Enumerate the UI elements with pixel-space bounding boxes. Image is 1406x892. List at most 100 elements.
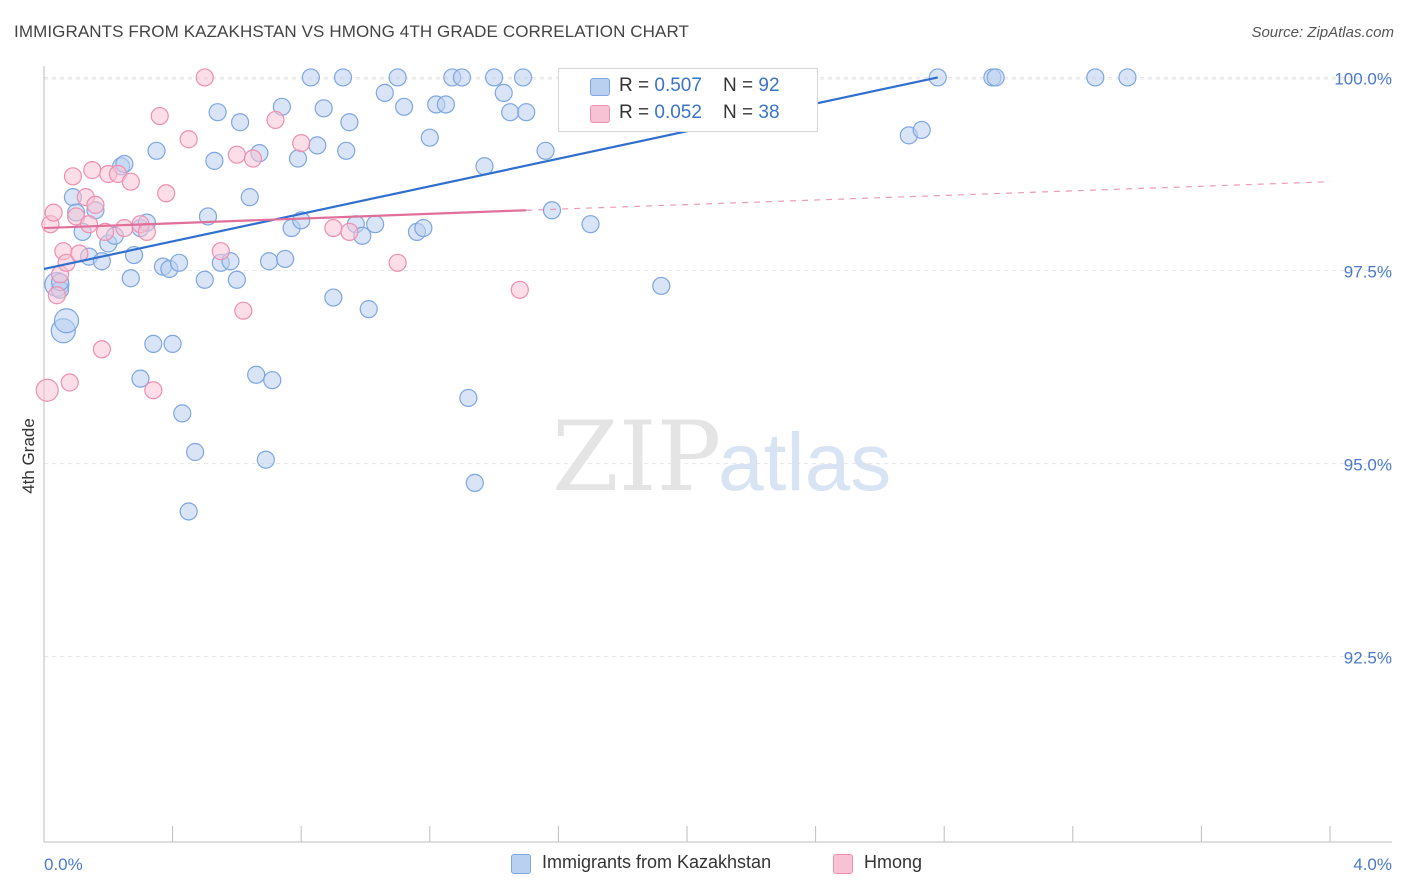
hmong-point bbox=[35, 378, 59, 402]
kazakhstan-point bbox=[1118, 68, 1137, 87]
kazakhstan-point bbox=[414, 218, 433, 238]
kazakhstan-point bbox=[179, 502, 198, 521]
kazakhstan-point bbox=[536, 141, 555, 160]
bottom-legend-swatch-hmong bbox=[833, 854, 853, 874]
tick-labels: 92.5% 95.0% 97.5% 100.0% 0.0% 4.0% bbox=[44, 69, 1392, 874]
chart-source: Source: ZipAtlas.com bbox=[1251, 24, 1394, 41]
kazakhstan-point bbox=[359, 300, 378, 319]
hmong-point bbox=[60, 373, 79, 392]
kazakhstan-point bbox=[501, 103, 520, 122]
kazakhstan-point bbox=[259, 252, 279, 271]
legend-n-value: 38 bbox=[758, 102, 780, 123]
hmong-point bbox=[195, 68, 214, 87]
y-tick-label: 95.0% bbox=[1344, 456, 1392, 475]
hmong-point bbox=[115, 218, 134, 238]
kazakhstan-point bbox=[131, 369, 150, 388]
kazakhstan-point bbox=[394, 97, 414, 116]
kazakhstan-point bbox=[513, 68, 533, 87]
kazakhstan-point bbox=[144, 334, 163, 353]
kazakhstan-point bbox=[256, 450, 275, 469]
bottom-legend-swatch-kazakhstan bbox=[511, 854, 531, 874]
kazakhstan-point bbox=[195, 270, 214, 289]
legend-row-kazakhstan: R = 0.507 N = 92 bbox=[619, 75, 780, 97]
watermark: ZIP atlas bbox=[552, 401, 891, 513]
hmong-point bbox=[266, 110, 285, 130]
hmong-point bbox=[510, 280, 529, 299]
hmong-point bbox=[86, 195, 105, 214]
kazakhstan-point bbox=[366, 215, 385, 234]
kazakhstan-point bbox=[333, 68, 353, 87]
legend-r-label: R = bbox=[619, 75, 655, 96]
hmong-point bbox=[227, 145, 246, 164]
kazakhstan-point bbox=[1086, 68, 1105, 87]
hmong-point bbox=[211, 242, 230, 261]
kazakhstan-point bbox=[375, 83, 394, 102]
legend-r-value: 0.507 bbox=[654, 75, 702, 96]
hmong-point bbox=[179, 130, 198, 149]
y-tick-label: 97.5% bbox=[1344, 263, 1392, 282]
hmong-point bbox=[63, 167, 83, 186]
hmong-point bbox=[340, 222, 359, 242]
y-tick-label: 92.5% bbox=[1344, 649, 1392, 668]
trend-line-hmong bbox=[43, 209, 527, 230]
kazakhstan-point bbox=[205, 151, 224, 170]
kazakhstan-point bbox=[485, 68, 504, 87]
kazakhstan-point bbox=[276, 249, 295, 269]
trend-line-hmong-extension bbox=[526, 181, 1331, 211]
chart-title: IMMIGRANTS FROM KAZAKHSTAN VS HMONG 4TH … bbox=[14, 22, 690, 41]
hmong-point bbox=[234, 301, 253, 320]
y-tick-label: 100.0% bbox=[1334, 69, 1392, 88]
kazakhstan-point bbox=[247, 365, 266, 384]
kazakhstan-point bbox=[388, 68, 407, 87]
hmong-point bbox=[157, 184, 176, 203]
hmong-point bbox=[47, 286, 66, 305]
kazakhstan-point bbox=[337, 141, 356, 160]
hmong-point bbox=[92, 340, 111, 359]
kazakhstan-point bbox=[465, 473, 484, 492]
axes bbox=[43, 66, 1392, 843]
legend-n-label: N = bbox=[723, 102, 759, 123]
kazakhstan-point bbox=[986, 68, 1005, 87]
kazakhstan-point bbox=[324, 288, 343, 307]
kazakhstan-point bbox=[53, 308, 80, 334]
kazakhstan-point bbox=[288, 149, 308, 168]
kazakhstan-point bbox=[420, 128, 439, 147]
kazakhstan-point bbox=[542, 201, 562, 220]
legend-row-hmong: R = 0.052 N = 38 bbox=[619, 102, 780, 124]
bottom-legend-hmong: Hmong bbox=[864, 852, 923, 872]
kazakhstan-point bbox=[240, 188, 259, 207]
kazakhstan-point bbox=[263, 371, 282, 390]
hmong-point bbox=[324, 218, 343, 238]
kazakhstan-point bbox=[186, 442, 205, 462]
hmong-point bbox=[292, 133, 311, 153]
series-hmong-points bbox=[35, 68, 529, 402]
bottom-legend-kazakhstan: Immigrants from Kazakhstan bbox=[542, 852, 772, 872]
kazakhstan-point bbox=[121, 269, 140, 288]
hmong-point bbox=[95, 222, 115, 242]
hmong-point bbox=[388, 253, 407, 272]
kazakhstan-point bbox=[231, 113, 250, 132]
kazakhstan-point bbox=[163, 334, 182, 353]
legend-n-label: N = bbox=[723, 75, 759, 96]
hmong-point bbox=[121, 172, 140, 191]
kazakhstan-point bbox=[198, 207, 218, 226]
kazakhstan-point bbox=[912, 120, 931, 140]
kazakhstan-point bbox=[169, 253, 189, 272]
kazakhstan-point bbox=[459, 388, 478, 408]
hmong-point bbox=[144, 381, 163, 400]
kazakhstan-point bbox=[227, 270, 246, 289]
watermark-atlas: atlas bbox=[718, 417, 891, 508]
watermark-zip: ZIP bbox=[552, 401, 721, 513]
kazakhstan-point bbox=[314, 99, 333, 118]
legend-n-value: 92 bbox=[758, 75, 780, 96]
kazakhstan-point bbox=[147, 141, 166, 160]
kazakhstan-point bbox=[581, 215, 600, 234]
legend-swatch-kazakhstan bbox=[590, 78, 610, 96]
hmong-point bbox=[150, 106, 169, 126]
kazakhstan-point bbox=[340, 113, 359, 132]
hmong-point bbox=[137, 222, 156, 242]
kazakhstan-point bbox=[173, 404, 192, 423]
legend-r-value: 0.052 bbox=[654, 102, 702, 123]
kazakhstan-point bbox=[517, 103, 536, 122]
